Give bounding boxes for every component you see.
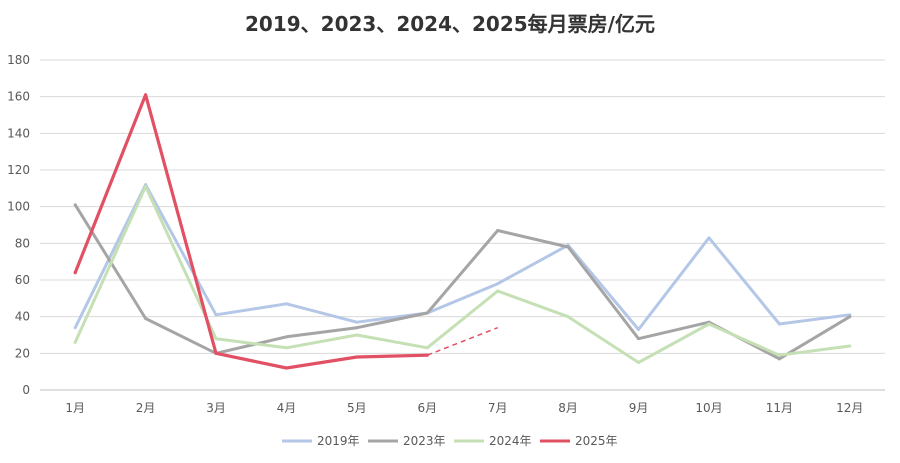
data-point (214, 337, 218, 341)
series-line-2024年 (73, 185, 852, 364)
y-tick-label: 120 (7, 163, 30, 177)
y-tick-label: 60 (15, 273, 30, 287)
data-point (777, 353, 781, 357)
legend-label: 2024年 (489, 434, 532, 448)
data-point (284, 335, 288, 339)
data-point (496, 282, 500, 286)
data-point (355, 333, 359, 337)
x-tick-label: 5月 (347, 401, 367, 415)
legend-item: 2025年 (540, 434, 618, 448)
x-tick-label: 7月 (488, 401, 508, 415)
series-lines (73, 93, 852, 370)
data-point (214, 313, 218, 317)
data-point (848, 315, 852, 319)
data-point (214, 351, 218, 355)
projection-line (427, 326, 498, 356)
x-tick-label: 3月 (206, 401, 226, 415)
legend-label: 2025年 (575, 434, 618, 448)
data-point (707, 322, 711, 326)
data-point (777, 322, 781, 326)
y-tick-label: 80 (15, 236, 30, 250)
data-point (73, 340, 77, 344)
gridlines (40, 59, 885, 391)
chart-title: 2019、2023、2024、2025每月票房/亿元 (245, 12, 655, 36)
data-point (73, 203, 77, 207)
data-point (73, 271, 77, 275)
data-point (425, 311, 429, 315)
data-point (144, 185, 148, 188)
data-point (637, 328, 641, 331)
data-point (144, 317, 148, 320)
x-tick-label: 4月 (277, 401, 297, 415)
data-point (355, 326, 359, 330)
legend-item: 2019年 (282, 434, 360, 448)
x-tick-label: 6月 (417, 401, 437, 415)
data-point (284, 302, 288, 306)
data-point (496, 229, 500, 232)
data-point (777, 357, 781, 361)
x-tick-label: 12月 (836, 401, 863, 415)
x-axis: 1月 2月 3月 4月 5月 6月 7月 8月 9月 10月 11月 12月 (65, 401, 863, 415)
data-point (707, 236, 711, 240)
data-point (284, 346, 288, 350)
legend-item: 2024年 (454, 434, 532, 448)
data-point (566, 315, 570, 319)
x-tick-label: 8月 (558, 401, 578, 415)
data-point (848, 344, 852, 348)
data-point (637, 361, 641, 364)
legend-label: 2019年 (317, 434, 360, 448)
data-point (355, 320, 359, 324)
legend: 2019年 2023年 2024年 2025年 (282, 434, 618, 448)
data-point (73, 326, 77, 330)
y-tick-label: 100 (7, 200, 30, 214)
legend-label: 2023年 (403, 434, 446, 448)
y-tick-label: 0 (22, 383, 30, 397)
y-tick-label: 20 (15, 346, 30, 360)
data-point (144, 93, 148, 97)
x-tick-label: 2月 (136, 401, 156, 415)
x-tick-label: 11月 (766, 401, 793, 415)
data-point (355, 355, 359, 359)
data-point (496, 289, 500, 293)
y-tick-label: 140 (7, 126, 30, 140)
y-tick-label: 180 (7, 53, 30, 67)
data-point (566, 245, 570, 249)
x-tick-label: 9月 (629, 401, 649, 415)
data-point (284, 366, 288, 370)
x-tick-label: 1月 (65, 401, 85, 415)
series-line-2019年 (73, 183, 852, 331)
y-tick-label: 160 (7, 90, 30, 104)
legend-item: 2023年 (368, 434, 446, 448)
y-axis: 0 20 40 60 80 100 120 140 160 180 (7, 53, 30, 397)
y-tick-label: 40 (15, 310, 30, 324)
series-line-2025年 (73, 93, 429, 370)
x-tick-label: 10月 (695, 401, 722, 415)
data-point (425, 346, 429, 350)
data-point (637, 337, 641, 341)
